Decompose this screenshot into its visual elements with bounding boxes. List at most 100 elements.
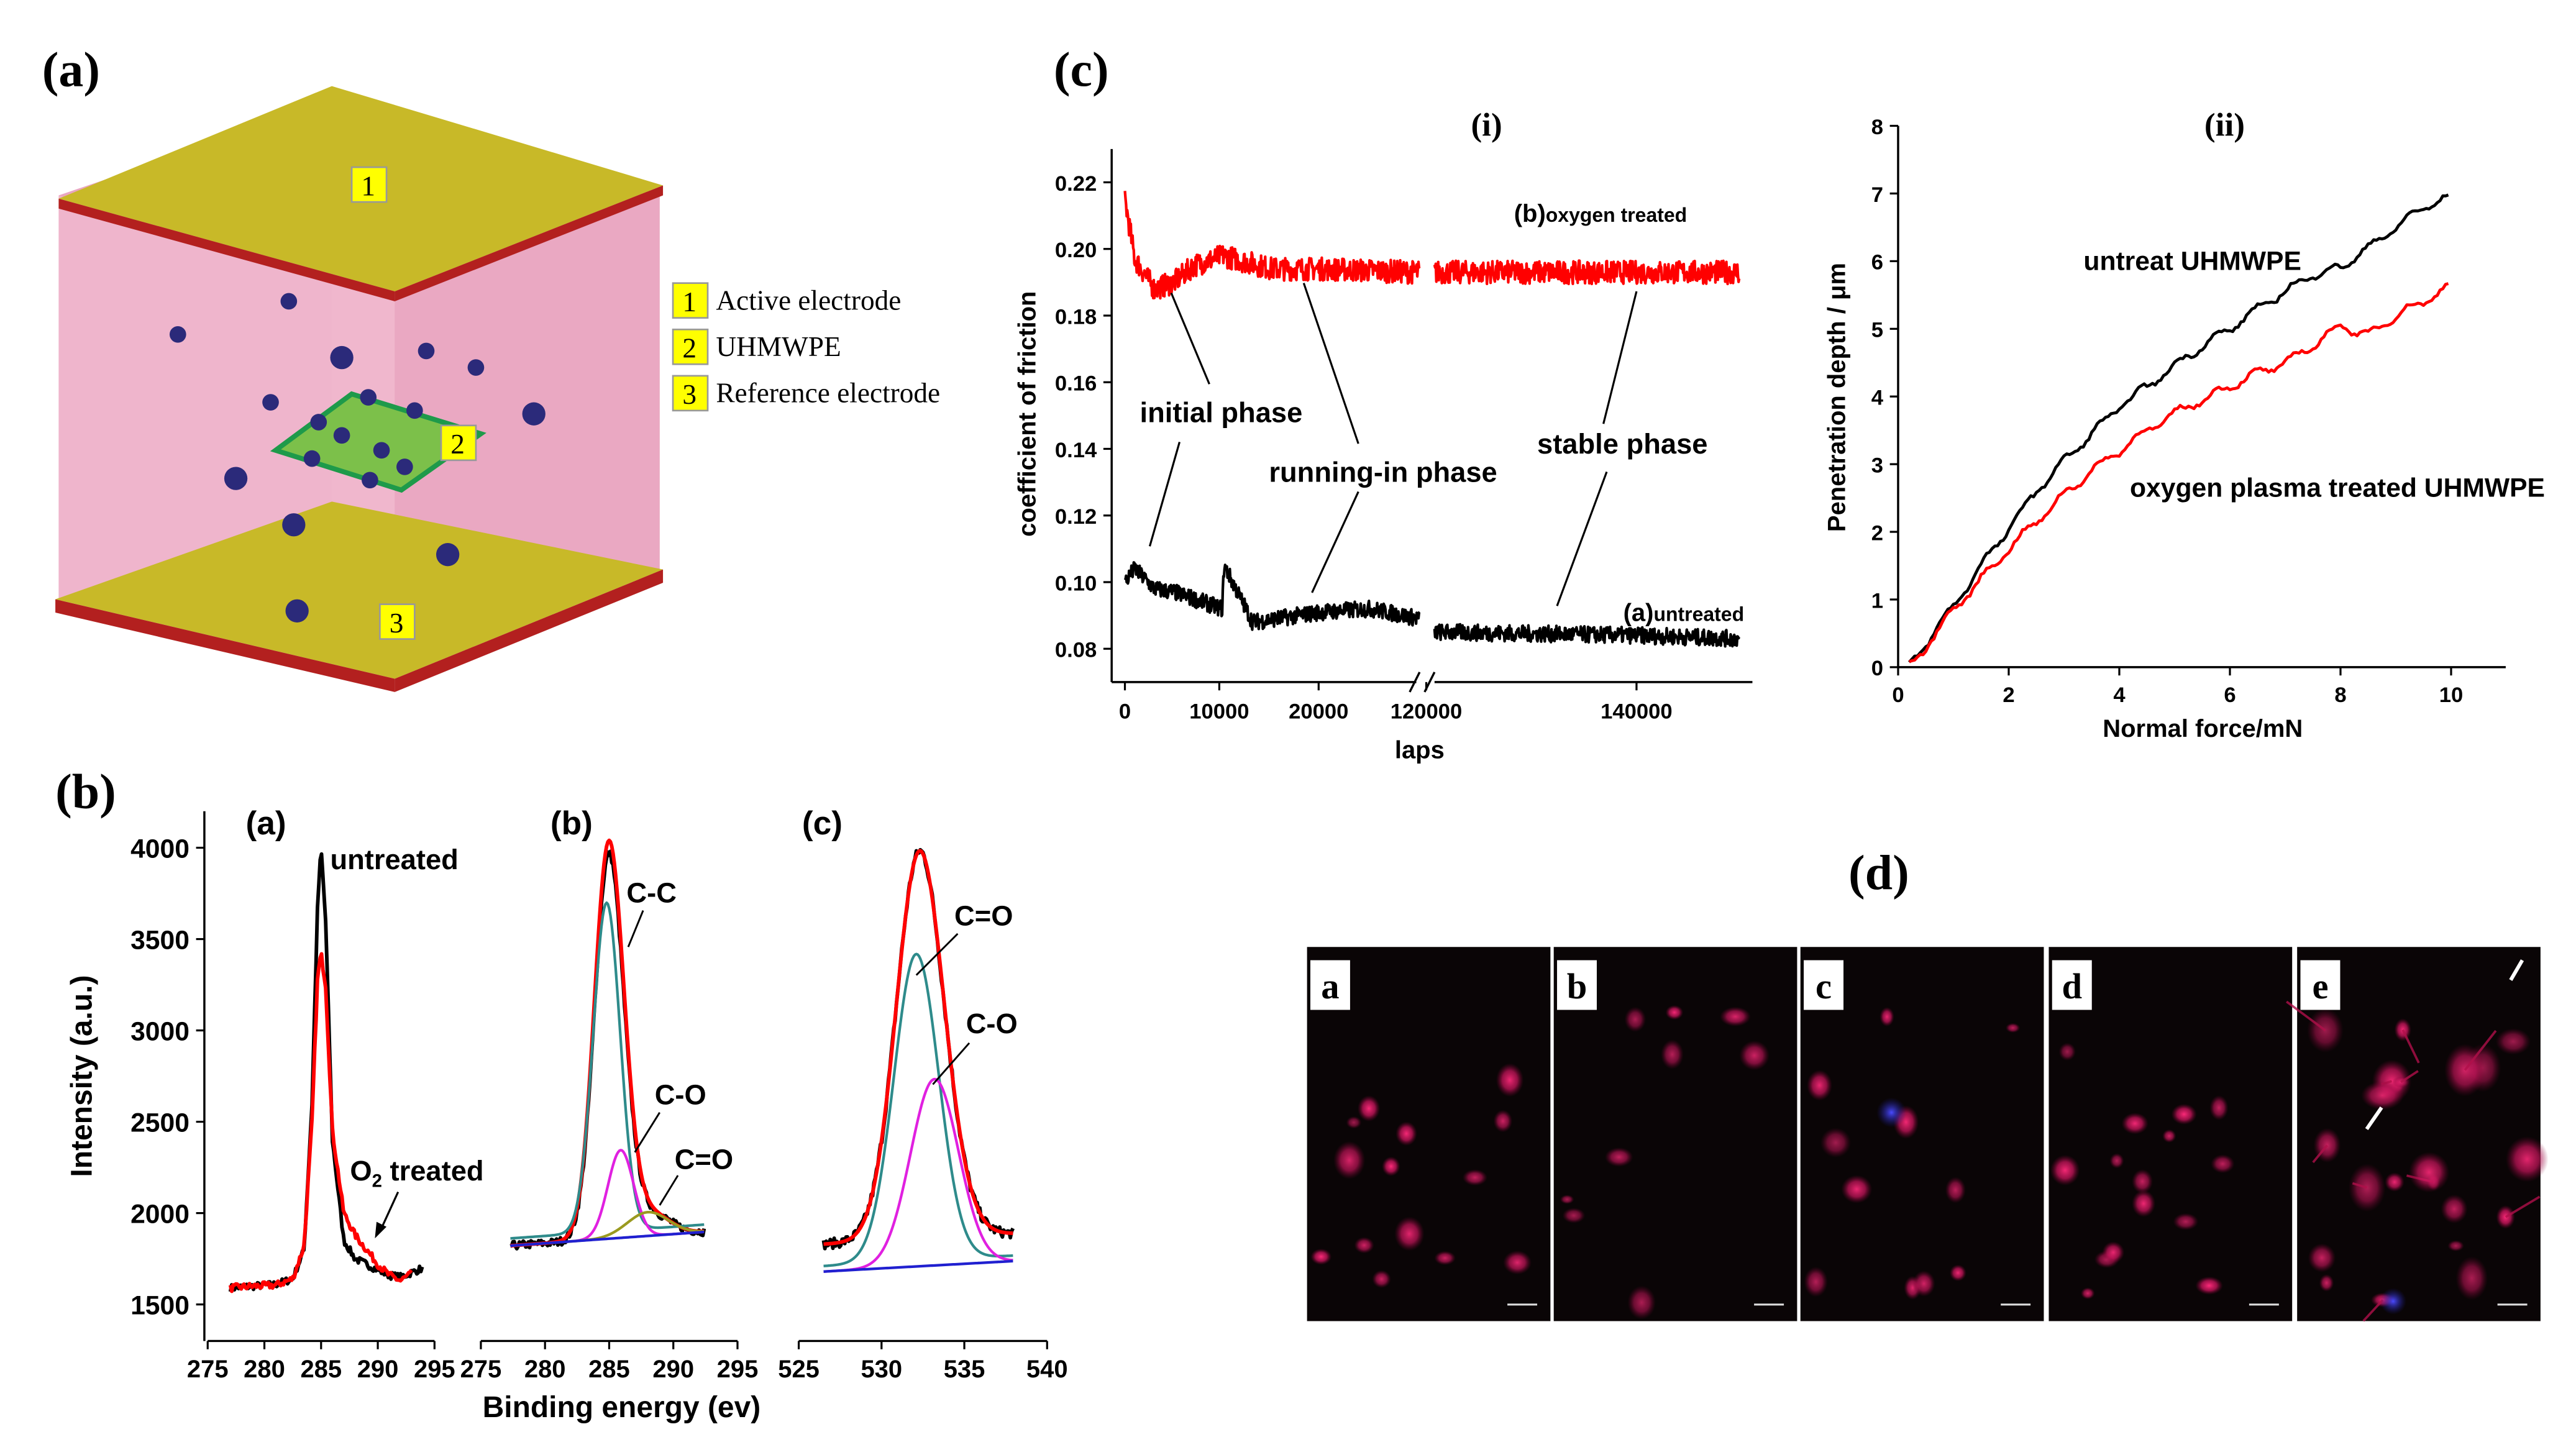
- white-arrow: [2365, 1106, 2383, 1131]
- phase-running-in: running-in phase: [1269, 456, 1497, 488]
- y-tick-label: 0.10: [1055, 572, 1097, 595]
- y-tick-label: 4: [1871, 386, 1884, 410]
- friction-label-b: (b)oxygen treated: [1514, 200, 1687, 227]
- cell-blob: [1346, 1116, 1362, 1129]
- cell-blob: [1560, 1195, 1574, 1205]
- friction-y-label: coefficient of friction: [1014, 291, 1041, 537]
- x-tick-label: 285: [300, 1356, 342, 1383]
- x-tick-label: 280: [524, 1356, 566, 1383]
- o1s-fit-line: [823, 849, 1014, 1246]
- cell-blob: [1804, 1266, 1828, 1297]
- cell-blob: [2505, 1136, 2549, 1182]
- friction-subtitle: (i): [1471, 107, 1502, 144]
- svg-text:1: 1: [682, 286, 697, 317]
- x-tick-label: 4: [2113, 683, 2126, 707]
- cell-blob: [1394, 1216, 1425, 1251]
- cell-blob: [2441, 1194, 2468, 1224]
- cell-blob: [2080, 1287, 2095, 1300]
- cell-blob: [2308, 1243, 2336, 1272]
- cell-blob: [1310, 1248, 1332, 1265]
- chamber-front-right-wall: [395, 195, 660, 580]
- penetration-x-label: Normal force/mN: [2103, 715, 2303, 742]
- cell-blob: [1879, 1006, 1894, 1027]
- cell-image-label-c: c: [1816, 966, 1832, 1006]
- friction-label-a: (a)untreated: [1624, 599, 1745, 626]
- series-label-untreat: untreat UHMWPE: [2083, 246, 2301, 276]
- xps-survey-plot: 275 280 285 290 295: [187, 852, 455, 1383]
- y-tick-label: 5: [1871, 319, 1883, 342]
- cell-blob: [2058, 1042, 2076, 1061]
- cell-blob: [1372, 1270, 1391, 1289]
- xps-y-axis: 1500 2000 2500 3000 3500 4000: [130, 811, 206, 1341]
- phase-stable: stable phase: [1537, 428, 1707, 460]
- cell-blob: [2109, 1153, 2124, 1169]
- x-tick-label: 280: [244, 1356, 285, 1383]
- cell-blob: [2195, 1276, 2223, 1295]
- cell-blob: [2102, 1241, 2125, 1264]
- cell-blob: [1627, 1285, 1656, 1320]
- cell-blob: [1382, 1156, 1400, 1177]
- cell-blob: [1624, 1006, 1647, 1033]
- y-tick-label: 2: [1871, 521, 1883, 545]
- cell-blob: [2171, 1103, 2197, 1125]
- x-tick-label: 10: [2439, 683, 2464, 707]
- cell-blob: [2132, 1190, 2156, 1217]
- friction-x-label: laps: [1395, 736, 1445, 764]
- x-tick-label: 140000: [1601, 700, 1673, 724]
- uhmwpe-sample: [270, 391, 486, 493]
- friction-chart: 0.08 0.10 0.12 0.14 0.16 0.18 0.20 0.22 0 10000 20…: [1055, 148, 1753, 724]
- x-tick-label: 275: [187, 1356, 229, 1383]
- cell-blob: [1358, 1095, 1381, 1122]
- cell-blob: [2319, 1274, 2334, 1292]
- cell-blob: [1661, 1039, 1684, 1069]
- y-tick-label: 3000: [130, 1017, 190, 1047]
- cell-blob: [1945, 1177, 1966, 1203]
- xps-sub-a-label: (a): [246, 805, 286, 842]
- y-tick-label: 2500: [130, 1108, 190, 1138]
- y-tick-label: 1500: [130, 1291, 190, 1321]
- friction-line-oxygen-treated-late: [1433, 259, 1741, 286]
- chamber-front-wall: [58, 195, 395, 601]
- c1s-cc-label: C-C: [626, 877, 677, 908]
- cell-image-label-a: a: [1321, 966, 1339, 1006]
- xps-untreated-label: untreated: [330, 844, 458, 875]
- legend-active-electrode: Active electrode: [716, 285, 901, 316]
- xps-survey-line-o2-treated: [228, 952, 413, 1293]
- x-tick-label: 20000: [1289, 700, 1348, 724]
- xps-o1s-plot: 525 530 535 540: [778, 847, 1068, 1383]
- cell-blob: [1665, 1005, 1684, 1020]
- c1s-cc-component: [510, 901, 705, 1240]
- phase-pointer-lines: [1148, 283, 1638, 606]
- cell-blob: [2162, 1129, 2176, 1143]
- friction-line-untreated-early: [1123, 561, 1421, 631]
- x-tick-label: 540: [1026, 1356, 1068, 1383]
- svg-text:3: 3: [682, 379, 697, 410]
- friction-line-untreated-late: [1433, 623, 1741, 648]
- cell-image-strip: a b c d e: [1307, 947, 2549, 1322]
- o1s-c=o-component: [823, 952, 1013, 1267]
- cell-blob: [1604, 1147, 1633, 1167]
- cell-nucleus: [2380, 1288, 2407, 1315]
- x-tick-label: 295: [414, 1356, 455, 1383]
- c1s-c=o-label: C=O: [675, 1143, 733, 1175]
- panel-a: (a) 1 2 3: [42, 43, 940, 692]
- cell-blob: [1807, 1070, 1832, 1101]
- cell-blob: [1503, 1250, 1532, 1275]
- y-tick-label: 2000: [130, 1200, 190, 1229]
- cell-blob: [1462, 1169, 1487, 1186]
- bottom-electrode-plate: [55, 501, 664, 679]
- y-tick-label: 0: [1871, 657, 1883, 680]
- panel-c-label: (c): [1054, 43, 1109, 98]
- y-tick-label: 6: [1871, 251, 1883, 275]
- series-label-oxygen: oxygen plasma treated UHMWPE: [2130, 473, 2545, 503]
- cell-image-label-b: b: [1567, 966, 1587, 1006]
- cell-blob: [2447, 1240, 2464, 1252]
- x-tick-label: 525: [778, 1356, 820, 1383]
- o1s-c=o-label: C=O: [954, 900, 1013, 932]
- cell-blob: [1949, 1264, 1966, 1282]
- xps-sub-c-label: (c): [802, 805, 843, 842]
- y-tick-label: 8: [1871, 116, 1883, 139]
- y-tick-label: 0.14: [1055, 439, 1097, 462]
- x-tick-label: 6: [2224, 683, 2236, 707]
